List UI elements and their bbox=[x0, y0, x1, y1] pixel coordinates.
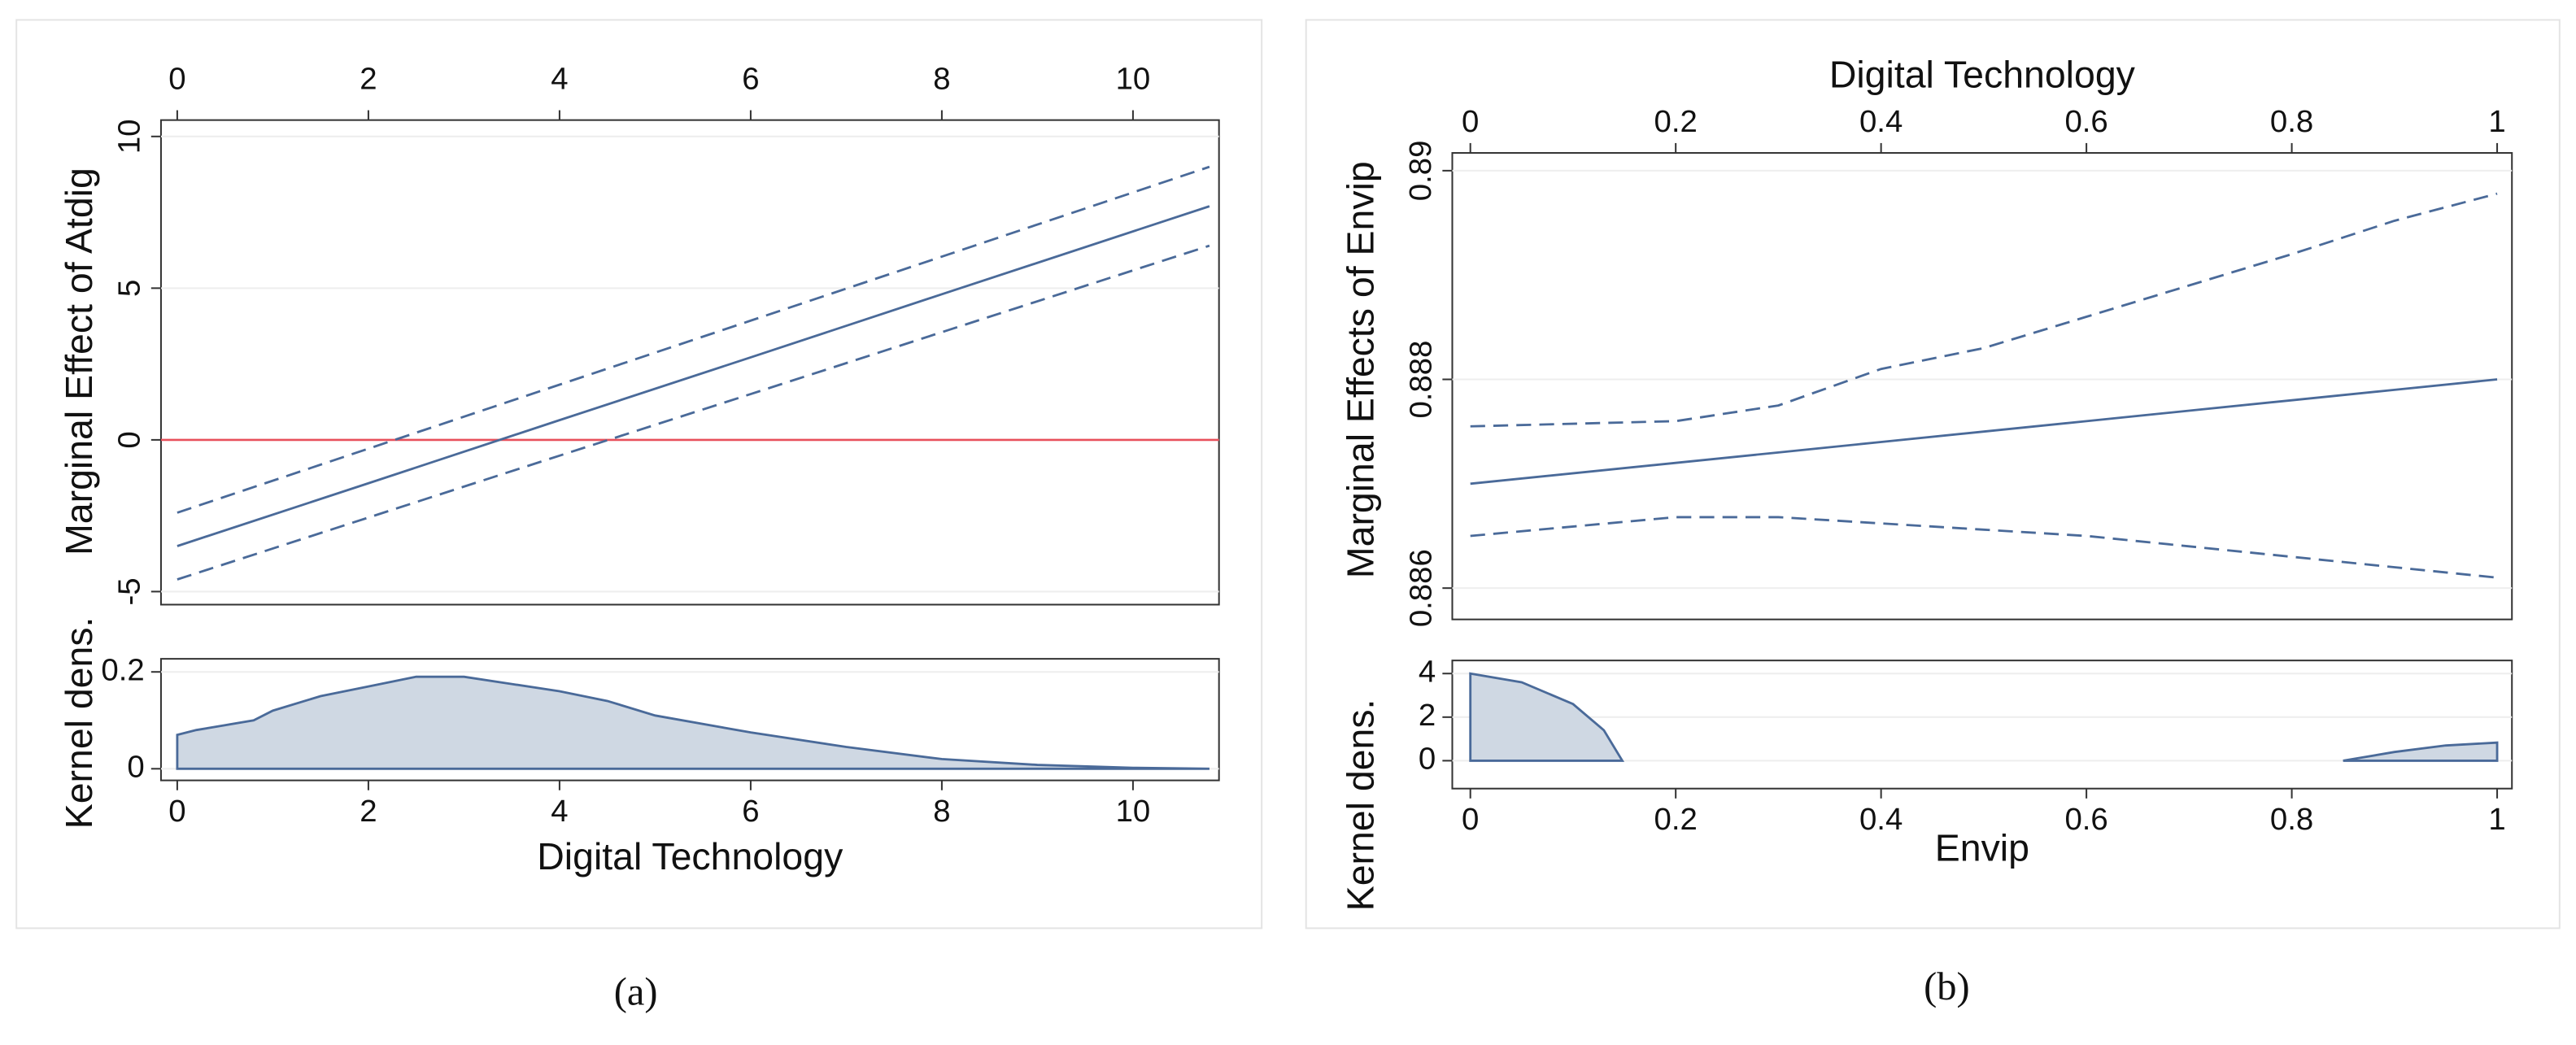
x-tick-label: 0.2 bbox=[1654, 104, 1698, 139]
x-tick-label: 0 bbox=[1462, 802, 1479, 837]
x-tick-label: 8 bbox=[933, 61, 950, 96]
x-tick-label: 8 bbox=[933, 794, 950, 829]
y-tick-label: 0.888 bbox=[1403, 341, 1438, 419]
x-axis-label: Envip bbox=[1935, 827, 2029, 869]
confidence-line bbox=[177, 244, 1210, 581]
x-tick-label: 0.4 bbox=[1859, 802, 1903, 837]
y-axis-label: Kernel dens. bbox=[58, 617, 100, 829]
x-tick-label: 10 bbox=[1116, 61, 1151, 96]
x-tick-label: 0.8 bbox=[2270, 104, 2313, 139]
x-axis-label: Digital Technology bbox=[1829, 53, 2136, 95]
x-tick-label: 6 bbox=[742, 61, 759, 96]
confidence-line bbox=[1470, 192, 2498, 428]
y-tick-label: 0 bbox=[112, 431, 147, 448]
confidence-line bbox=[177, 165, 1210, 514]
y-axis-label: Kernel dens. bbox=[1340, 699, 1382, 912]
density-area bbox=[1469, 672, 2499, 762]
y-tick-label: 0.2 bbox=[101, 652, 144, 687]
caption: (a) bbox=[614, 970, 658, 1013]
x-tick-label: 4 bbox=[551, 794, 568, 829]
x-tick-label: 6 bbox=[742, 794, 759, 829]
x-tick-label: 0 bbox=[168, 61, 185, 96]
effect-line bbox=[177, 205, 1210, 547]
x-tick-label: 0.8 bbox=[2270, 802, 2313, 837]
y-axis-label: Marginal Effects of Envip bbox=[1340, 161, 1382, 578]
panel-frame bbox=[15, 19, 1263, 930]
x-tick-label: 0.6 bbox=[2064, 802, 2107, 837]
x-tick-label: 0.2 bbox=[1654, 802, 1698, 837]
confidence-line bbox=[1470, 516, 2498, 579]
x-tick-label: 0.6 bbox=[2064, 104, 2107, 139]
x-tick-label: 0.4 bbox=[1859, 104, 1903, 139]
y-tick-label: 5 bbox=[112, 280, 147, 297]
y-tick-label: 2 bbox=[1419, 698, 1436, 733]
x-tick-label: 10 bbox=[1116, 794, 1151, 829]
y-tick-label: -5 bbox=[112, 577, 147, 605]
density-area bbox=[176, 675, 1210, 770]
x-tick-label: 2 bbox=[360, 794, 377, 829]
effect-line bbox=[1470, 378, 2498, 485]
x-tick-label: 4 bbox=[551, 61, 568, 96]
plot-area bbox=[1451, 152, 2513, 620]
plot-area bbox=[159, 119, 1220, 606]
plot-area bbox=[1451, 660, 2513, 790]
y-tick-label: 0.886 bbox=[1403, 549, 1438, 627]
y-tick-label: 10 bbox=[112, 119, 147, 154]
x-tick-label: 0 bbox=[1462, 104, 1479, 139]
x-tick-label: 1 bbox=[2488, 802, 2505, 837]
x-axis-label: Digital Technology bbox=[537, 835, 843, 877]
y-tick-label: 0.89 bbox=[1403, 141, 1438, 202]
x-tick-label: 0 bbox=[168, 794, 185, 829]
panel-frame bbox=[1305, 19, 2561, 930]
x-tick-label: 2 bbox=[360, 61, 377, 96]
x-tick-label: 1 bbox=[2488, 104, 2505, 139]
y-axis-label: Marginal Effect of Atdig bbox=[58, 168, 100, 555]
y-tick-label: 0 bbox=[127, 749, 144, 784]
y-tick-label: 4 bbox=[1419, 654, 1436, 689]
y-tick-label: 0 bbox=[1419, 742, 1436, 777]
caption: (b) bbox=[1924, 965, 1970, 1008]
